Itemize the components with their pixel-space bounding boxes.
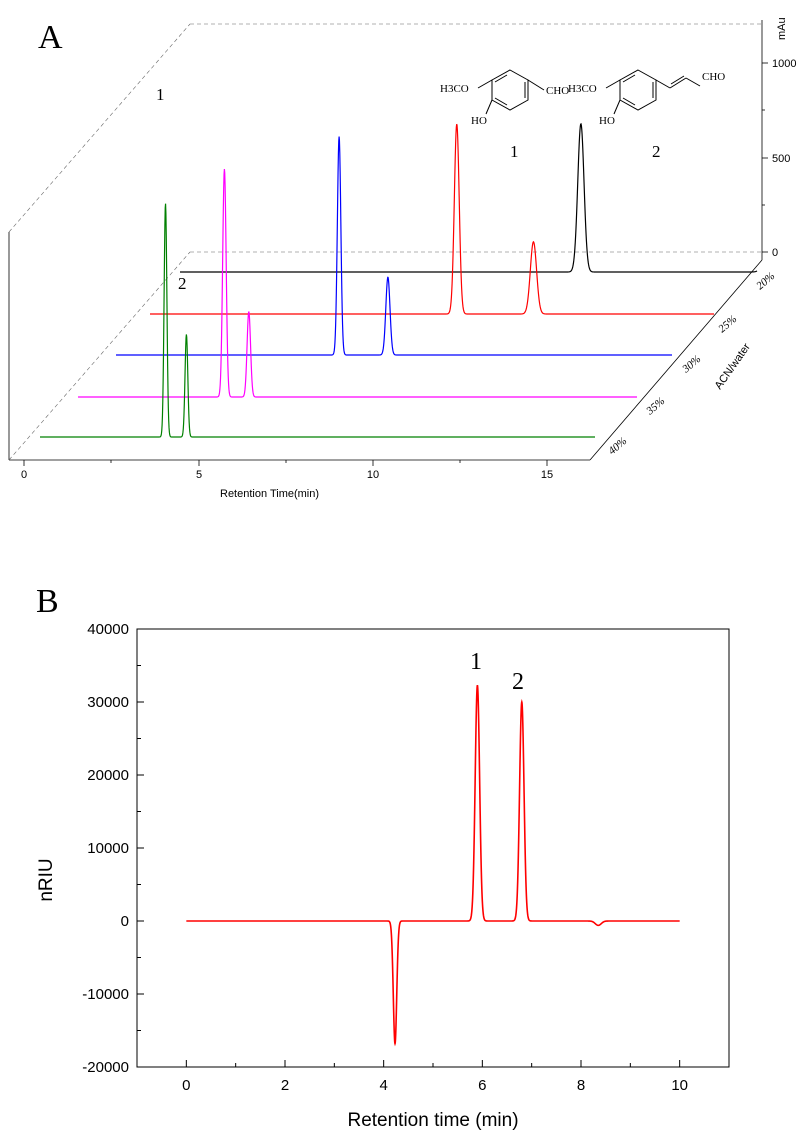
- y-tick-label-b: 10000: [87, 840, 129, 857]
- x-tick-label-b: 6: [478, 1077, 486, 1094]
- z-axis-label: mAu: [776, 17, 788, 40]
- struct2-cho: CHO: [702, 71, 725, 83]
- y-tick-label-b: 0: [121, 913, 129, 930]
- struct2-ho: HO: [599, 115, 615, 127]
- trace-b: [186, 685, 680, 1047]
- conc-label-25: 25%: [716, 313, 739, 335]
- y-tick-label-b: 40000: [87, 621, 129, 638]
- conc-label-20: 20%: [754, 270, 777, 292]
- frame-a: [8, 20, 763, 461]
- struct1-h3co: H3CO: [440, 83, 469, 95]
- axes-b: 0 2 4 6 8 10 -20000 -10000 0 10000 20000 30000 40000: [82, 621, 730, 1094]
- peak-label-2-a: 2: [178, 274, 187, 293]
- x-axis-label-b: Retention time (min): [347, 1110, 518, 1131]
- trace-a-20pct: [180, 122, 758, 273]
- structure-2: [605, 69, 701, 115]
- compound-label-2: 2: [652, 142, 661, 161]
- x-axis-label-a: Retention Time(min): [220, 488, 319, 500]
- y-tick-label-b: -20000: [82, 1059, 129, 1076]
- y-axis-label-b: nRIU: [36, 858, 57, 901]
- z-tick-1000: 1000: [772, 58, 796, 70]
- x-tick-label-b: 0: [182, 1077, 190, 1094]
- y-tick-label-b: 30000: [87, 694, 129, 711]
- x-axis-a: [23, 460, 548, 466]
- peak-label-2-b: 2: [512, 669, 524, 695]
- z-axis-a: [762, 62, 768, 253]
- z-tick-0: 0: [772, 247, 778, 259]
- x-tick-0: 0: [21, 469, 27, 481]
- x-tick-5: 5: [196, 469, 202, 481]
- structure-1: [477, 69, 545, 115]
- trace-line-b: [186, 685, 680, 1047]
- trace-a-25pct: [150, 123, 714, 315]
- conc-label-40: 40%: [606, 435, 629, 457]
- struct1-ho: HO: [471, 115, 487, 127]
- peak-label-1-b: 1: [470, 649, 482, 675]
- plot-frame-b: [136, 628, 730, 1068]
- conc-label-35: 35%: [643, 395, 667, 418]
- y-tick-label-b: -10000: [82, 986, 129, 1003]
- x-tick-label-b: 10: [671, 1077, 688, 1094]
- conc-label-30: 30%: [679, 353, 703, 376]
- chart-a: A 0 500 1000 mAu 0 5 10 15 Retention Ti: [8, 17, 796, 500]
- struct2-h3co: H3CO: [568, 83, 597, 95]
- struct1-cho: CHO: [546, 85, 569, 97]
- chart-b: B 0 2 4 6 8 10 -20000 -10000 0 10000 20000 30000 400…: [36, 583, 730, 1131]
- peak-label-1-a: 1: [156, 85, 165, 104]
- back-guides-a: [8, 23, 762, 461]
- x-tick-label-b: 2: [281, 1077, 289, 1094]
- x-tick-label-b: 4: [379, 1077, 387, 1094]
- conc-axis-label: ACN/water: [713, 341, 754, 392]
- panel-letter-a: A: [38, 19, 63, 56]
- traces-a: [40, 122, 758, 438]
- x-tick-label-b: 8: [577, 1077, 585, 1094]
- panel-letter-b: B: [36, 583, 59, 620]
- y-tick-label-b: 20000: [87, 767, 129, 784]
- x-tick-10: 10: [367, 469, 379, 481]
- compound-label-1: 1: [510, 142, 519, 161]
- trace-a-30pct: [116, 136, 672, 356]
- trace-a-35pct: [78, 168, 637, 398]
- z-tick-500: 500: [772, 153, 790, 165]
- trace-a-40pct: [40, 203, 595, 438]
- x-tick-15: 15: [541, 469, 553, 481]
